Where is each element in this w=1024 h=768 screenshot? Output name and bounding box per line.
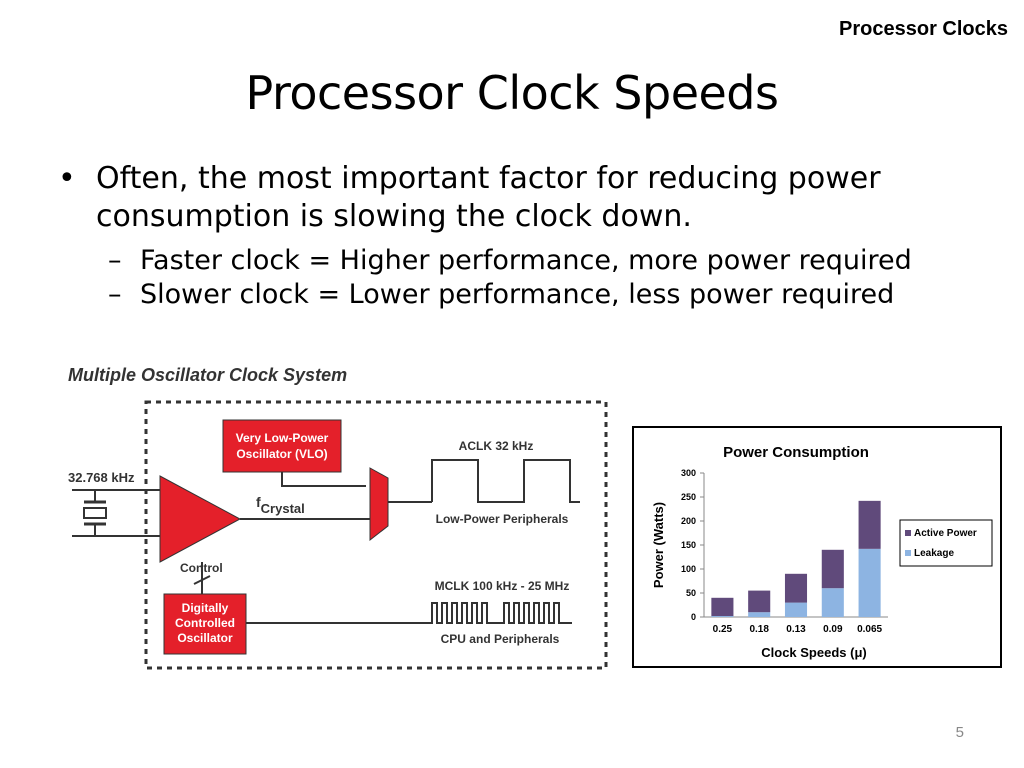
y-tick-label: 200 <box>681 516 696 526</box>
power-chart-svg: Power Consumption Power (Watts) Clock Sp… <box>651 444 993 660</box>
dashed-boundary <box>144 400 608 670</box>
bar-leakage <box>784 602 808 617</box>
y-tick-label: 100 <box>681 564 696 574</box>
bar-active-power <box>711 597 734 617</box>
bullet-dot-icon: • <box>58 161 76 196</box>
bullet-main-text: Often, the most important factor for red… <box>96 161 881 234</box>
input-freq-label: 32.768 kHz <box>68 470 135 485</box>
legend-label: Leakage <box>914 548 954 559</box>
legend-swatch <box>905 550 911 556</box>
power-chart: Power Consumption Power (Watts) Clock Sp… <box>632 426 1002 668</box>
low-power-label: Low-Power Peripherals <box>436 512 569 526</box>
cpu-label: CPU and Peripherals <box>441 632 560 646</box>
bar-active-power <box>821 549 844 589</box>
vlo-label-1: Very Low-Power <box>236 431 329 445</box>
bar-active-power <box>858 500 881 549</box>
diagram-title: Multiple Oscillator Clock System <box>68 365 347 385</box>
y-tick-label: 300 <box>681 468 696 478</box>
control-label: Control <box>180 561 223 575</box>
sub-bullet: – Slower clock = Lower performance, less… <box>56 278 1006 312</box>
section-label: Processor Clocks <box>839 18 1008 40</box>
crystal-icon <box>72 489 160 537</box>
bar-leakage <box>858 548 881 617</box>
bar-active-power <box>748 590 771 613</box>
y-tick-label: 0 <box>691 612 696 622</box>
chart-plot-area: 0 50 100 150 200 250 300 0.25 0.18 0.13 0.09 0.065 <box>681 468 888 635</box>
sub-bullet: – Faster clock = Higher performance, mor… <box>56 244 1006 278</box>
slide-title: Processor Clock Speeds <box>245 66 779 120</box>
x-tick-label: 0.09 <box>823 624 843 635</box>
legend-label: Active Power <box>914 528 977 539</box>
x-tick-label: 0.25 <box>713 624 733 635</box>
f-crystal-label: fCrystal <box>256 494 305 516</box>
bullet-main: • Often, the most important factor for r… <box>56 160 1006 236</box>
chart-x-axis-label: Clock Speeds (μ) <box>761 645 866 660</box>
bar-leakage <box>711 616 734 617</box>
control-slash-icon <box>193 575 211 585</box>
dash-icon: – <box>108 279 122 310</box>
dco-label-3: Oscillator <box>177 631 233 645</box>
vlo-line <box>281 472 366 487</box>
mclk-label: MCLK 100 kHz - 25 MHz <box>435 579 570 593</box>
sub-bullet-text: Slower clock = Lower performance, less p… <box>140 279 895 310</box>
legend-box <box>899 519 993 567</box>
aclk-waveform-icon <box>431 459 580 503</box>
x-tick-label: 0.065 <box>857 624 882 635</box>
mclk-waveform-icon <box>430 602 572 624</box>
amplifier-triangle <box>159 475 242 563</box>
clock-system-diagram: Multiple Oscillator Clock System 32.768 … <box>68 365 608 670</box>
y-tick-label: 50 <box>686 588 696 598</box>
y-tick-label: 150 <box>681 540 696 550</box>
dco-label-1: Digitally <box>182 601 229 615</box>
chart-y-axis-label: Power (Watts) <box>651 502 666 588</box>
bullet-list: • Often, the most important factor for r… <box>56 160 1006 312</box>
x-tick-label: 0.18 <box>749 624 769 635</box>
dco-label-2: Controlled <box>175 616 235 630</box>
dash-icon: – <box>108 245 122 276</box>
vlo-box <box>222 419 342 473</box>
bar-leakage <box>748 612 771 617</box>
chart-legend: Active Power Leakage <box>899 519 993 567</box>
page-number: 5 <box>955 724 964 741</box>
dco-box <box>163 593 247 655</box>
bar-leakage <box>821 588 844 617</box>
x-tick-label: 0.13 <box>786 624 806 635</box>
mux-shape <box>369 467 389 542</box>
vlo-label-2: Oscillator (VLO) <box>236 447 327 461</box>
chart-title: Power Consumption <box>723 444 869 461</box>
sub-bullet-text: Faster clock = Higher performance, more … <box>140 245 912 276</box>
aclk-label: ACLK 32 kHz <box>459 439 534 453</box>
y-tick-label: 250 <box>681 492 696 502</box>
bar-active-power <box>784 573 808 603</box>
legend-swatch <box>905 530 911 536</box>
